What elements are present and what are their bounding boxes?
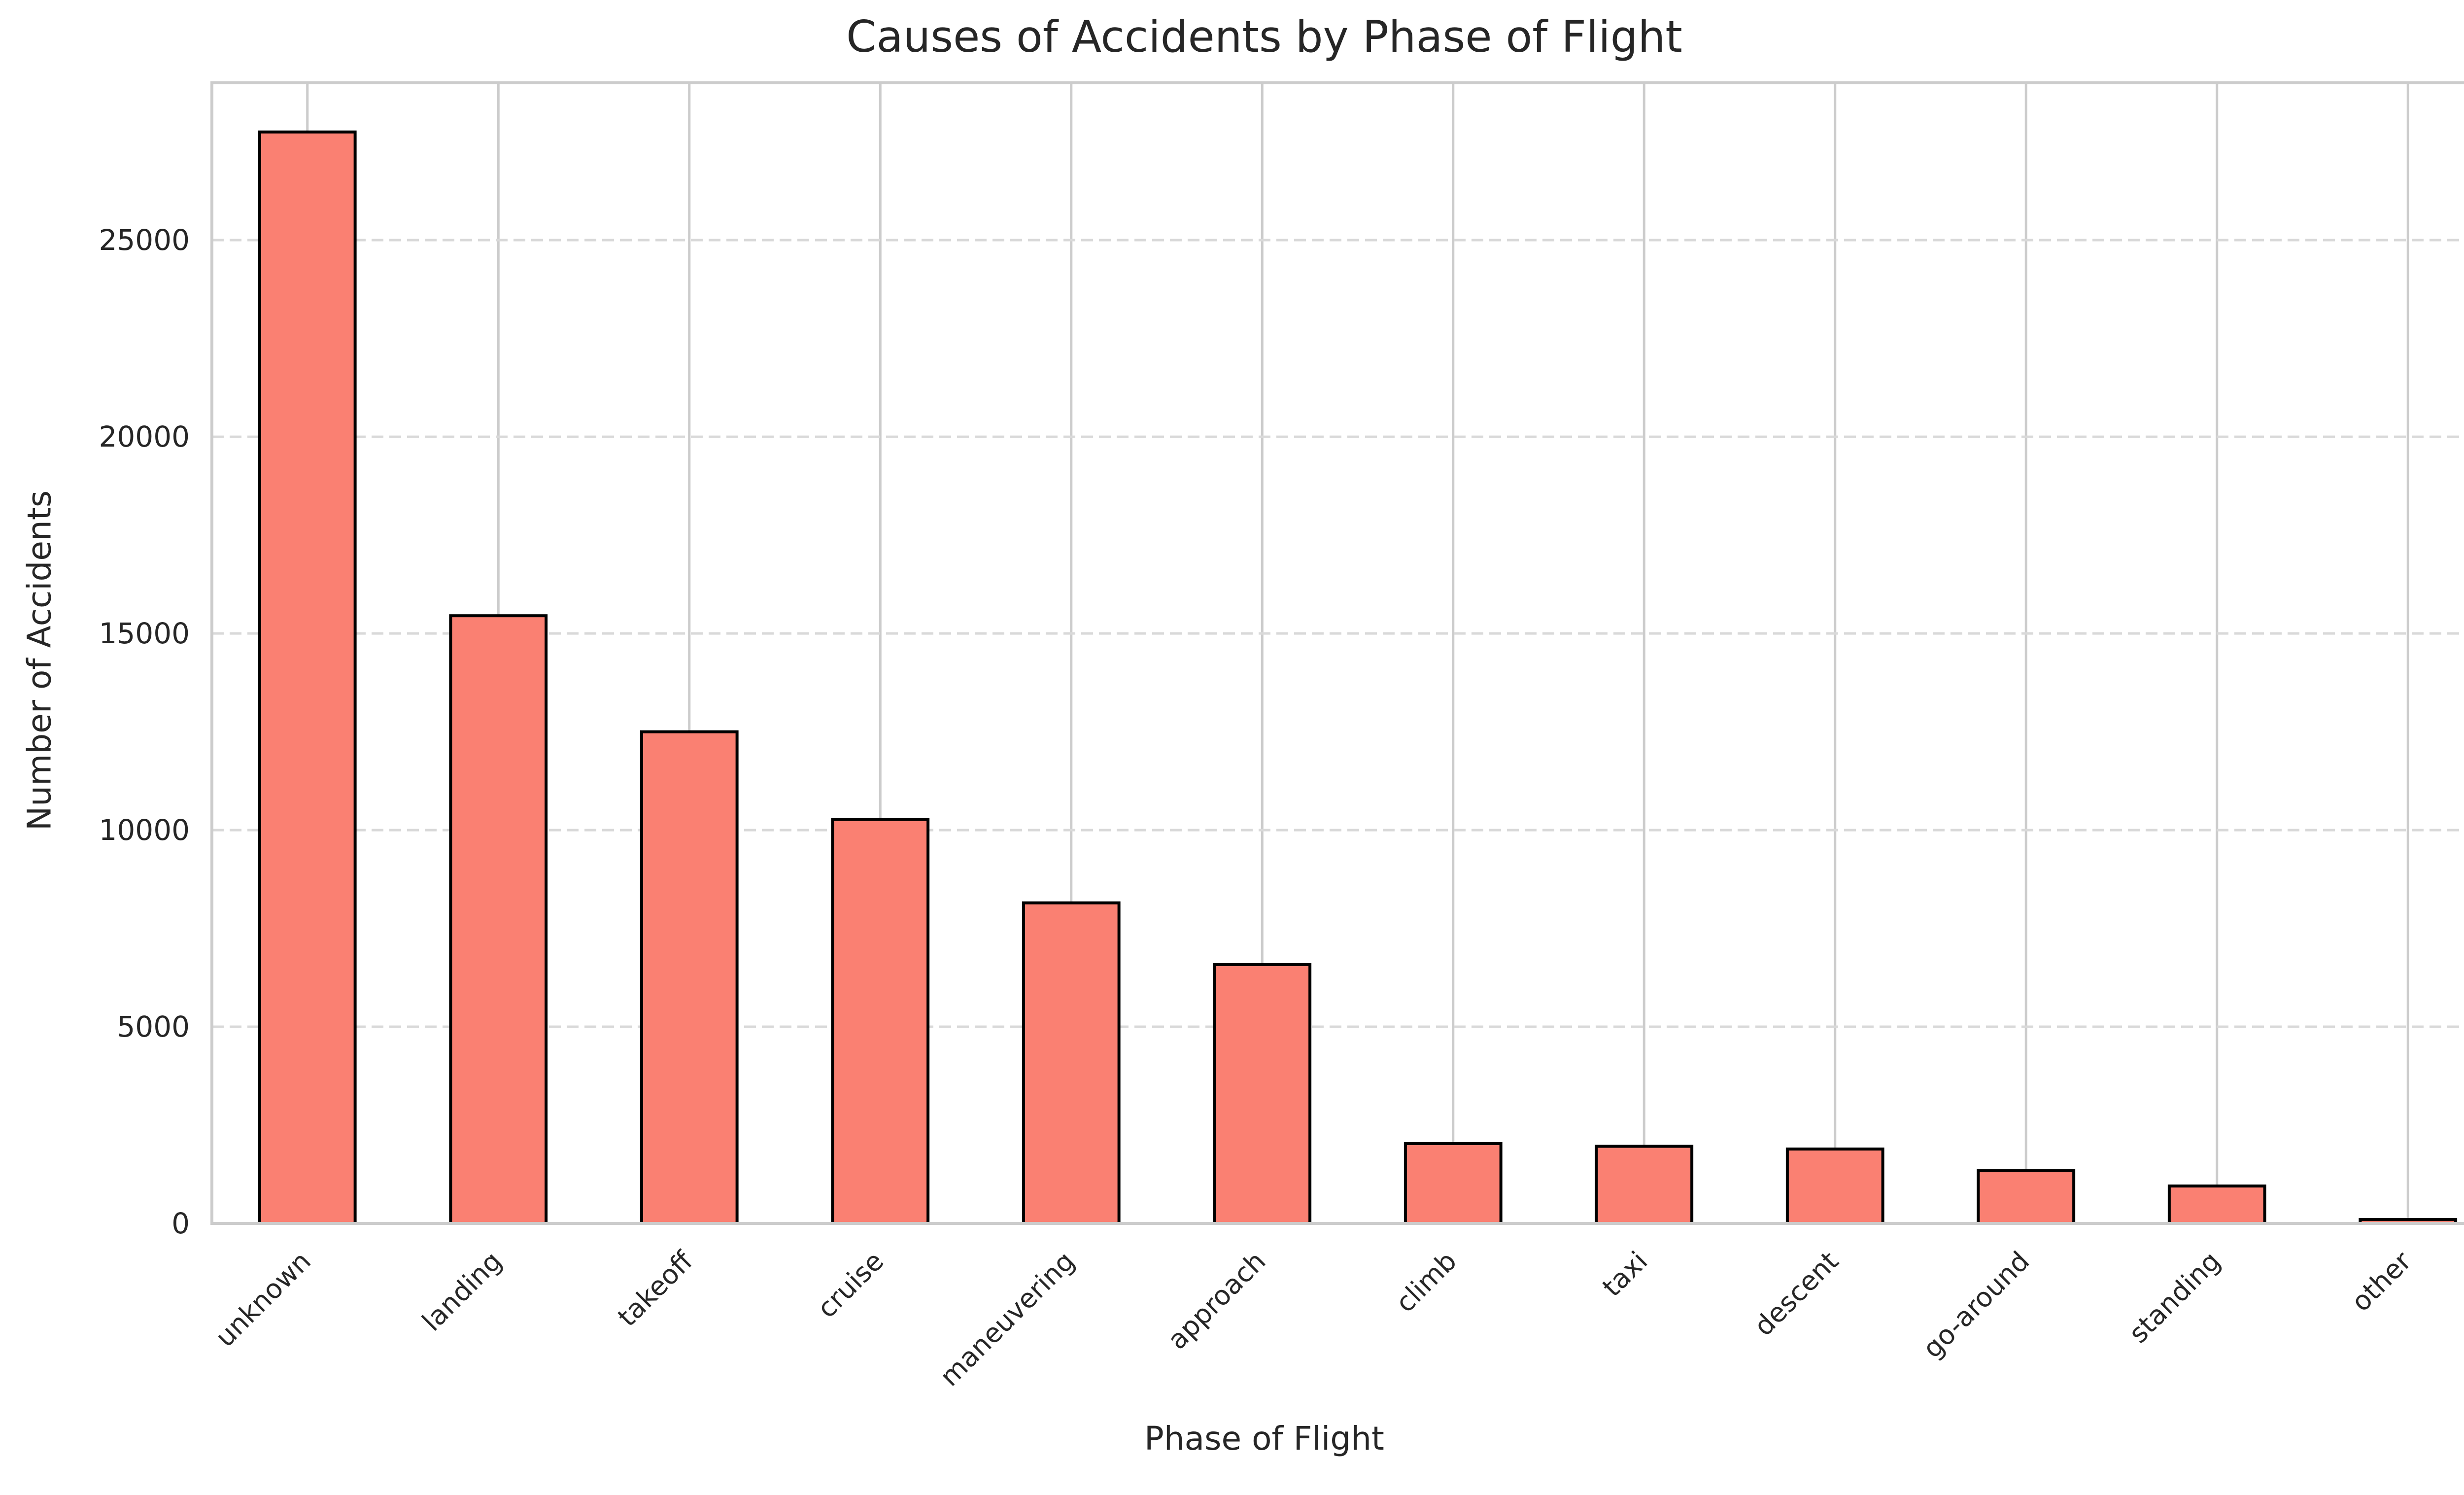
x-tick-label: go-around (1917, 1246, 2036, 1364)
y-tick-label: 25000 (99, 223, 190, 257)
x-tick-label: takeoff (612, 1245, 699, 1332)
axes-frame (210, 81, 2464, 1225)
bar-go-around (1977, 1169, 2076, 1225)
y-tick-label: 15000 (99, 617, 190, 650)
bar-cruise (831, 818, 930, 1225)
bar-climb (1403, 1142, 1503, 1225)
y-tick-label: 0 (171, 1207, 190, 1240)
x-axis-label: Phase of Flight (1144, 1420, 1384, 1458)
x-tick-label: taxi (1596, 1246, 1653, 1303)
x-tick-label: descent (1748, 1246, 1845, 1342)
x-tick-label: climb (1390, 1246, 1463, 1319)
y-tick-label: 5000 (117, 1010, 190, 1043)
x-tick-label: standing (2123, 1246, 2226, 1349)
x-tick-label: cruise (811, 1246, 890, 1324)
x-tick-label: landing (416, 1246, 508, 1337)
bar-maneuvering (1022, 901, 1121, 1225)
bar-taxi (1595, 1145, 1694, 1225)
y-tick-label: 20000 (99, 420, 190, 453)
x-tick-label: other (2345, 1245, 2418, 1318)
x-tick-label: unknown (209, 1246, 317, 1353)
bar-standing (2167, 1184, 2266, 1225)
bar-takeoff (640, 730, 739, 1225)
x-tick-label: approach (1162, 1246, 1271, 1356)
bar-unknown (258, 130, 357, 1225)
bar-landing (449, 614, 548, 1225)
chart-title: Causes of Accidents by Phase of Flight (846, 11, 1682, 62)
bar-approach (1213, 963, 1312, 1225)
bar-descent (1785, 1147, 1884, 1225)
x-tick-label: maneuvering (934, 1246, 1081, 1392)
y-tick-label: 10000 (99, 813, 190, 847)
